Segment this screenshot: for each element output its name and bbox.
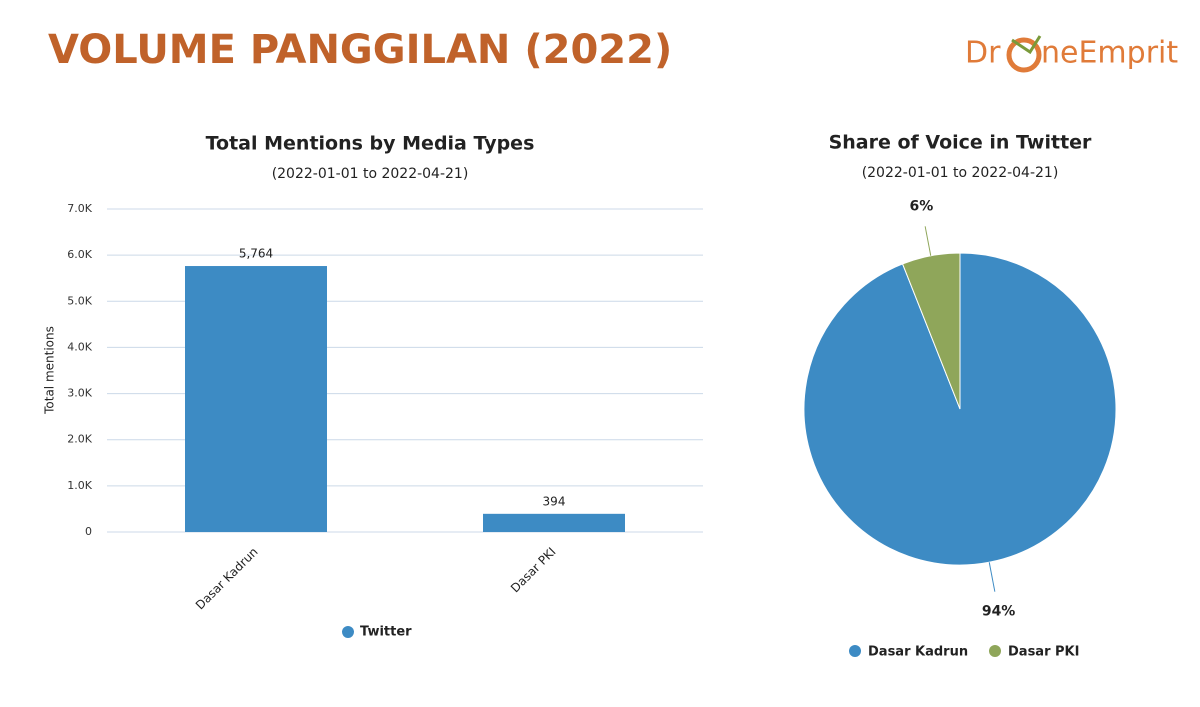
logo-bird — [1011, 35, 1042, 55]
y-tick-label: 5.0K — [67, 294, 92, 307]
y-tick-label: 7.0K — [67, 202, 92, 215]
y-tick-label: 0 — [85, 525, 92, 538]
legend-marker — [342, 626, 354, 638]
y-tick-label: 4.0K — [67, 340, 92, 353]
data-label: 5,764 — [239, 247, 273, 261]
logo-icon — [1006, 37, 1042, 73]
y-tick-label: 6.0K — [67, 248, 92, 261]
bar — [483, 513, 625, 532]
logo-text: neEmprit — [1041, 36, 1178, 71]
bar — [185, 266, 327, 532]
data-label: 6% — [910, 199, 934, 215]
logo: Dr neEmprit — [965, 35, 1178, 73]
legend-marker — [849, 645, 861, 657]
legend-label: Dasar PKI — [1008, 645, 1079, 660]
legend-label: Twitter — [360, 625, 412, 640]
y-tick-label: 2.0K — [67, 433, 92, 446]
x-tick-label: Dasar Kadrun — [193, 545, 261, 613]
x-tick-label: Dasar PKI — [508, 545, 559, 596]
chart-subtitle: (2022-01-01 to 2022-04-21) — [272, 166, 469, 182]
chart-subtitle: (2022-01-01 to 2022-04-21) — [862, 165, 1059, 181]
chart-title: Total Mentions by Media Types — [206, 133, 535, 155]
data-label: 94% — [982, 603, 1016, 619]
chart-title: Share of Voice in Twitter — [829, 132, 1092, 154]
data-label: 394 — [543, 494, 566, 508]
pie-slice — [901, 252, 961, 410]
y-tick-label: 3.0K — [67, 387, 92, 400]
y-axis-label: Total mentions — [43, 326, 57, 415]
slide-title: VOLUME PANGGILAN (2022) — [48, 27, 672, 73]
label-connector — [924, 226, 932, 256]
legend-marker — [989, 645, 1001, 657]
legend-label: Dasar Kadrun — [868, 645, 968, 660]
logo-text: Dr — [965, 36, 1001, 71]
label-connector — [988, 562, 996, 592]
y-tick-label: 1.0K — [67, 479, 92, 492]
